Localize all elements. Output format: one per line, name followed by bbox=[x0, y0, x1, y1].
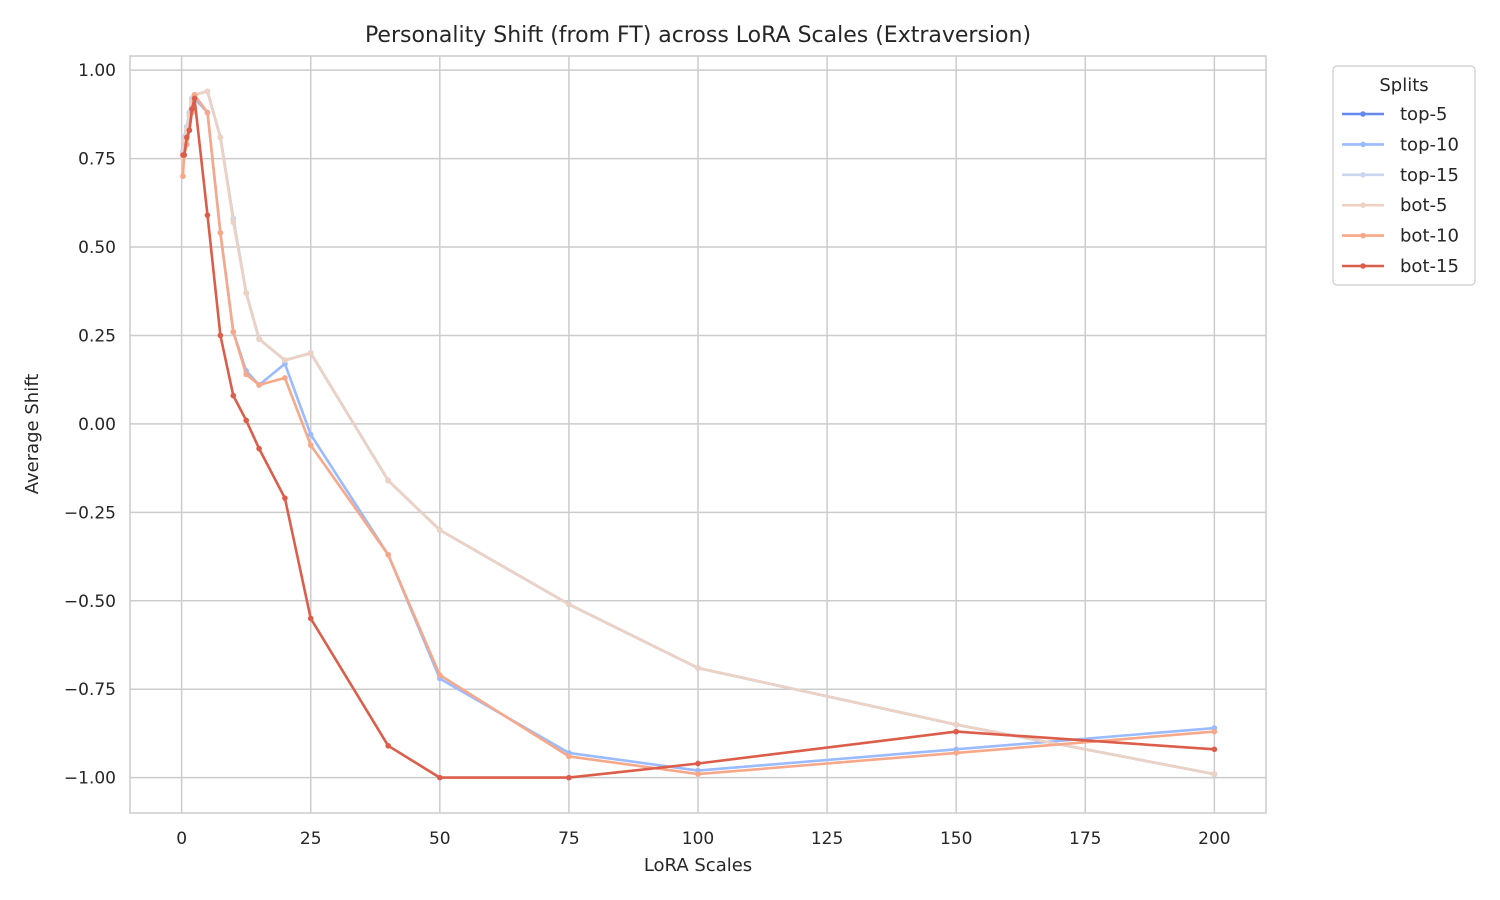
data-point bbox=[1211, 771, 1218, 777]
x-tick-label: 75 bbox=[558, 829, 580, 849]
data-point bbox=[243, 417, 249, 424]
data-point bbox=[180, 173, 186, 180]
x-tick-label: 0 bbox=[176, 829, 187, 849]
data-point bbox=[256, 382, 262, 388]
data-point bbox=[385, 551, 391, 558]
data-point bbox=[181, 152, 188, 158]
data-point bbox=[256, 336, 262, 342]
data-point bbox=[217, 230, 224, 236]
data-point bbox=[282, 357, 288, 364]
data-point bbox=[695, 760, 701, 767]
y-tick-label: 0.75 bbox=[78, 150, 116, 170]
legend-items: top-5 top-10 top-15 bot-5 bot-10 bot-15 bbox=[1342, 104, 1459, 277]
data-point bbox=[566, 601, 572, 608]
data-point bbox=[437, 774, 443, 781]
x-axis-label: LoRA Scales bbox=[644, 855, 752, 876]
data-point bbox=[695, 771, 701, 777]
legend-label-bot-5: bot-5 bbox=[1400, 195, 1447, 216]
data-point bbox=[953, 721, 959, 728]
y-tick-label: 0.25 bbox=[78, 326, 116, 346]
data-point bbox=[282, 375, 288, 381]
x-tick-label: 25 bbox=[300, 829, 322, 849]
legend-marker bbox=[1360, 141, 1366, 148]
data-point bbox=[204, 88, 211, 95]
legend-label-top-10: top-10 bbox=[1400, 134, 1459, 155]
data-point bbox=[385, 477, 391, 484]
legend-marker bbox=[1360, 202, 1366, 208]
data-point bbox=[204, 212, 211, 218]
data-point bbox=[1211, 728, 1218, 735]
x-tick-label: 150 bbox=[940, 829, 972, 849]
chart-title: Personality Shift (from FT) across LoRA … bbox=[365, 23, 1031, 48]
legend-label-top-5: top-5 bbox=[1400, 104, 1447, 125]
data-point bbox=[256, 445, 262, 452]
data-point bbox=[217, 134, 224, 141]
data-point bbox=[307, 442, 314, 448]
grid-lines bbox=[130, 56, 1266, 813]
data-point bbox=[230, 392, 237, 399]
y-tick-label: −1.00 bbox=[64, 769, 116, 789]
data-point bbox=[230, 219, 237, 226]
data-point bbox=[282, 495, 288, 501]
x-tick-label: 175 bbox=[1069, 829, 1101, 849]
x-tick-label: 50 bbox=[429, 829, 451, 849]
data-point bbox=[385, 742, 391, 749]
legend-marker bbox=[1360, 232, 1366, 239]
y-tick-labels: 1.00 0.75 0.50 0.25 0.00 −0.25 −0.50 −0.75 −1.00 bbox=[64, 61, 116, 788]
data-point bbox=[230, 329, 237, 335]
data-point bbox=[437, 527, 443, 533]
series-bot-15 bbox=[180, 95, 1218, 781]
legend-marker bbox=[1360, 263, 1366, 269]
data-point bbox=[1211, 746, 1218, 753]
legend: Splits top-5 top-10 top-15 bot-5 bot-10 bot-1… bbox=[1332, 65, 1476, 286]
series-layer bbox=[180, 88, 1218, 781]
data-point bbox=[189, 106, 195, 112]
series-bot-5 bbox=[180, 88, 1218, 777]
y-tick-label: −0.75 bbox=[64, 680, 116, 700]
y-tick-label: 0.00 bbox=[78, 415, 116, 435]
y-axis-label: Average Shift bbox=[22, 374, 43, 495]
data-point bbox=[566, 774, 572, 781]
data-point bbox=[953, 750, 959, 756]
legend-marker bbox=[1360, 111, 1366, 117]
y-tick-label: −0.25 bbox=[64, 503, 116, 523]
data-point bbox=[307, 431, 314, 438]
y-tick-label: 1.00 bbox=[78, 61, 116, 81]
y-tick-label: −0.50 bbox=[64, 592, 116, 612]
legend-label-top-15: top-15 bbox=[1400, 165, 1459, 186]
data-point bbox=[566, 753, 572, 760]
data-point bbox=[243, 290, 249, 296]
data-point bbox=[307, 350, 314, 356]
legend-label-bot-10: bot-10 bbox=[1400, 226, 1459, 247]
data-point bbox=[695, 665, 701, 671]
plot-frame bbox=[129, 55, 1267, 814]
y-tick-label: 0.50 bbox=[78, 238, 116, 258]
legend-label-bot-15: bot-15 bbox=[1400, 256, 1459, 277]
data-point bbox=[186, 127, 193, 134]
legend-frame bbox=[1332, 65, 1476, 286]
x-tick-labels: 0 25 50 75 100 125 150 175 200 bbox=[176, 829, 1230, 849]
data-point bbox=[953, 728, 959, 735]
data-point bbox=[204, 109, 211, 116]
legend-marker bbox=[1360, 172, 1366, 178]
x-tick-label: 125 bbox=[811, 829, 843, 849]
data-point bbox=[437, 672, 443, 678]
x-tick-label: 200 bbox=[1198, 829, 1230, 849]
data-point bbox=[217, 332, 224, 339]
x-tick-label: 100 bbox=[682, 829, 714, 849]
data-point bbox=[307, 615, 314, 622]
legend-title: Splits bbox=[1379, 75, 1428, 96]
data-point bbox=[243, 371, 249, 378]
data-point bbox=[191, 95, 198, 102]
data-point bbox=[184, 134, 190, 141]
